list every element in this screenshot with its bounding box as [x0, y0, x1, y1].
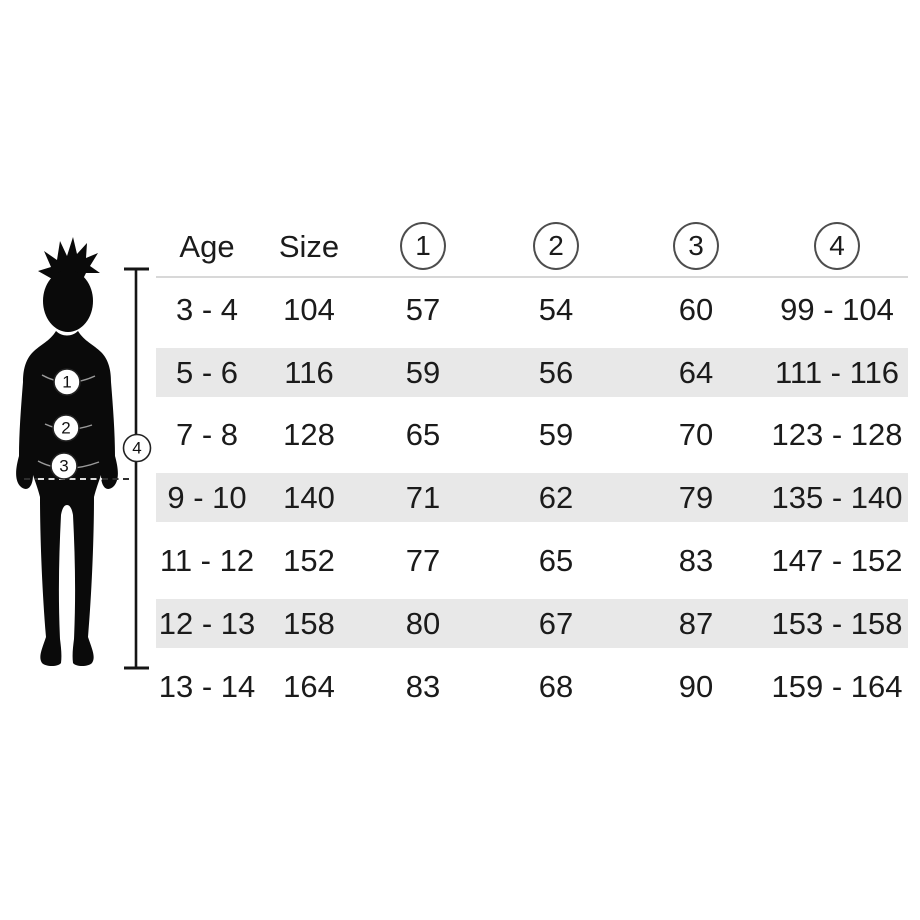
table-cell: 104 [283, 291, 335, 327]
waist-marker: 2 [52, 414, 80, 442]
size-chart-table: Age Size 1 2 3 4 3 - 4 104 57 54 60 99 -… [156, 216, 908, 718]
table-cell: 83 [678, 543, 714, 579]
table-cell: 54 [538, 291, 574, 327]
circled-1-icon: 1 [400, 222, 446, 270]
table-cell: 79 [678, 480, 714, 516]
girl-silhouette-icon [16, 331, 118, 666]
table-cell: 90 [678, 668, 714, 704]
table-row: 11 - 12 152 77 65 83 147 - 152 [156, 529, 908, 592]
table-cell: 67 [538, 605, 574, 641]
table-cell: 65 [405, 417, 441, 453]
table-header-row: Age Size 1 2 3 4 [156, 216, 908, 278]
table-cell: 71 [405, 480, 441, 516]
height-marker: 4 [122, 433, 152, 463]
table-cell: 12 - 13 [158, 605, 256, 641]
table-cell: 87 [678, 605, 714, 641]
hip-marker: 3 [50, 452, 78, 480]
table-cell: 65 [538, 543, 574, 579]
table-cell: 68 [538, 668, 574, 704]
table-row: 12 - 13 158 80 67 87 153 - 158 [156, 592, 908, 655]
circled-4-icon: 4 [814, 222, 860, 270]
table-cell: 59 [405, 354, 441, 390]
table-cell: 128 [283, 417, 335, 453]
table-cell: 60 [678, 291, 714, 327]
column-header-measure-2: 2 [486, 222, 626, 270]
chest-marker-label: 1 [62, 373, 71, 392]
table-cell: 11 - 12 [159, 543, 255, 579]
table-cell: 3 - 4 [175, 291, 239, 327]
table-cell: 99 - 104 [780, 291, 894, 327]
column-header-age: Age [179, 228, 235, 264]
table-cell: 64 [678, 354, 714, 390]
table-cell: 70 [678, 417, 714, 453]
table-cell: 152 [283, 543, 335, 579]
table-cell: 159 - 164 [771, 668, 903, 704]
table-cell: 56 [538, 354, 574, 390]
height-marker-label: 4 [132, 439, 141, 458]
table-cell: 7 - 8 [175, 417, 239, 453]
circled-2-icon: 2 [533, 222, 579, 270]
table-cell: 5 - 6 [175, 354, 239, 390]
table-cell: 83 [405, 668, 441, 704]
table-cell: 59 [538, 417, 574, 453]
table-cell: 123 - 128 [771, 417, 903, 453]
waist-marker-label: 2 [61, 419, 70, 438]
table-row: 7 - 8 128 65 59 70 123 - 128 [156, 404, 908, 467]
table-cell: 140 [283, 480, 335, 516]
table-cell: 57 [405, 291, 441, 327]
table-cell: 147 - 152 [771, 543, 903, 579]
column-header-measure-1: 1 [360, 222, 486, 270]
circled-3-icon: 3 [673, 222, 719, 270]
table-cell: 153 - 158 [771, 605, 903, 641]
table-cell: 77 [405, 543, 441, 579]
table-cell: 164 [283, 668, 335, 704]
height-measure-line [124, 267, 149, 670]
measurement-figure: 1 2 3 4 [16, 237, 152, 670]
girl-silhouette-hair-icon [38, 237, 100, 284]
table-row: 5 - 6 116 59 56 64 111 - 116 [156, 341, 908, 404]
table-cell: 62 [538, 480, 574, 516]
chest-marker: 1 [53, 368, 81, 396]
table-row: 3 - 4 104 57 54 60 99 - 104 [156, 278, 908, 341]
table-cell: 116 [284, 354, 334, 390]
table-cell: 13 - 14 [158, 668, 256, 704]
table-cell: 158 [283, 605, 335, 641]
table-cell: 111 - 116 [774, 354, 900, 390]
hip-marker-label: 3 [59, 457, 68, 476]
table-cell: 9 - 10 [167, 480, 247, 516]
table-cell: 135 - 140 [771, 480, 903, 516]
table-row: 13 - 14 164 83 68 90 159 - 164 [156, 655, 908, 718]
column-header-size: Size [278, 228, 340, 264]
girl-silhouette-head-icon [43, 270, 93, 332]
table-row: 9 - 10 140 71 62 79 135 - 140 [156, 466, 908, 529]
column-header-measure-4: 4 [766, 222, 908, 270]
column-header-measure-3: 3 [626, 222, 766, 270]
table-cell: 80 [405, 605, 441, 641]
